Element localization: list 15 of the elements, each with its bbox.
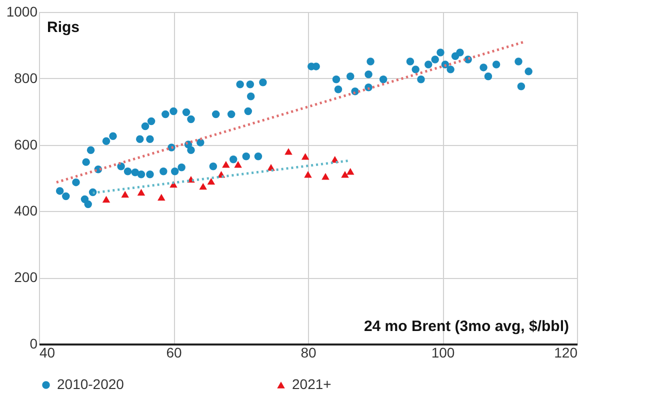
legend-label: 2021+: [292, 376, 332, 392]
x-tick-label: 60: [166, 344, 182, 360]
y-tick-label: 200: [14, 269, 38, 286]
y-tick-label: 0: [30, 336, 38, 352]
x-tick-label: 40: [40, 344, 56, 360]
x-tick-label: 100: [431, 344, 455, 360]
y-tick-label: 1000: [6, 4, 38, 20]
y-tick-label: 600: [14, 136, 38, 152]
legend-label: 2010-2020: [57, 376, 124, 392]
x-tick-label: 80: [300, 344, 316, 360]
y-tick-label: 400: [14, 202, 38, 219]
y-axis-title: Rigs: [47, 19, 80, 36]
x-axis-title: 24 mo Brent (3mo avg, $/bbl): [364, 318, 569, 335]
y-tick-label: 800: [14, 70, 38, 86]
x-tick-label: 120: [554, 344, 578, 360]
